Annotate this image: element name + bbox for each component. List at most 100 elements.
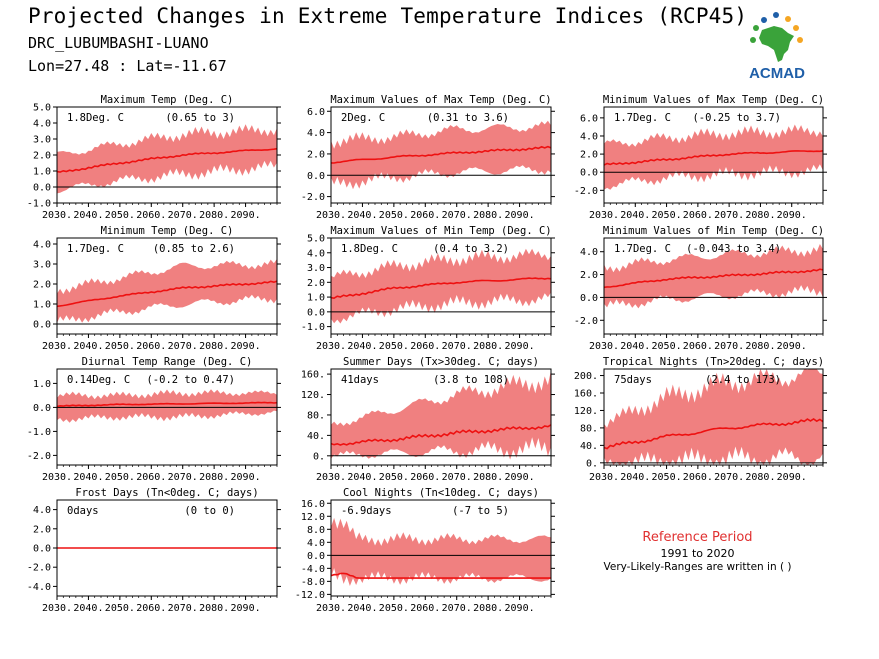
x-tick-label: 2050. <box>652 210 682 221</box>
x-tick-label: 2030. <box>42 341 72 352</box>
plot-frame <box>56 368 278 466</box>
x-tick-label: 2090. <box>505 472 535 483</box>
change-value: 75days <box>614 374 652 386</box>
panel-title: Frost Days (Tn<0deg. C; days) <box>75 487 258 499</box>
x-tick-label: 2070. <box>714 472 744 483</box>
x-tick-label: 2050. <box>105 472 135 483</box>
y-tick-label: -2.0 <box>574 186 598 197</box>
change-value: 1.7Deg. C <box>614 112 671 124</box>
y-tick-label: -2.0 <box>574 316 598 327</box>
panel-title: Maximum Values of Max Temp (Deg. C) <box>330 94 551 106</box>
x-tick-label: 2030. <box>42 210 72 221</box>
x-tick-label: 2070. <box>714 341 744 352</box>
x-tick-label: 2060. <box>410 472 440 483</box>
x-tick-label: 2050. <box>105 210 135 221</box>
change-value: 41days <box>341 374 379 386</box>
x-tick-label: 2060. <box>410 603 440 614</box>
x-tick-label: 2050. <box>105 341 135 352</box>
y-tick-label: -1.0 <box>301 322 325 333</box>
reference-period-years: 1991 to 2020 <box>660 547 735 560</box>
x-tick-label: 2080. <box>199 603 229 614</box>
x-tick-label: 2070. <box>442 603 472 614</box>
index-panel: 4.0 2.0 0.0 -2.0 -4.0 2030. 2040. 2050. 2060. 207… <box>27 487 281 614</box>
x-tick-label: 2030. <box>589 472 619 483</box>
y-tick-label: 40. <box>580 441 598 452</box>
x-tick-label: 2070. <box>442 341 472 352</box>
x-tick-label: 2030. <box>316 603 346 614</box>
range-band <box>331 120 551 190</box>
x-tick-label: 2050. <box>379 210 409 221</box>
y-tick-label: 4.0 <box>580 131 598 142</box>
panel-title: Maximum Temp (Deg. C) <box>101 94 234 106</box>
y-tick-label: 0.0 <box>580 293 598 304</box>
x-tick-label: 2040. <box>73 341 103 352</box>
y-tick-label: -8.0 <box>301 577 325 588</box>
panel-title: Minimum Values of Max Temp (Deg. C) <box>603 94 824 106</box>
y-tick-label: -12.0 <box>295 590 325 601</box>
x-tick-label: 2090. <box>777 210 807 221</box>
reference-legend: Reference Period 1991 to 2020 Very-Likel… <box>590 530 805 573</box>
likely-range: (2.4 to 173) <box>705 374 781 386</box>
y-tick-label: 2.0 <box>580 150 598 161</box>
y-tick-label: 80. <box>307 410 325 421</box>
y-tick-label: 2.0 <box>307 278 325 289</box>
likely-range: (-0.043 to 3.4) <box>686 243 781 255</box>
x-tick-label: 2080. <box>473 341 503 352</box>
index-panel: 6.0 4.0 2.0 0.0 -2.0 2030. 2040. 2050. 2060. 2070… <box>574 94 827 221</box>
x-tick-label: 2070. <box>714 210 744 221</box>
y-tick-label: 120. <box>574 406 598 417</box>
x-tick-label: 2060. <box>136 210 166 221</box>
x-tick-label: 2050. <box>652 472 682 483</box>
likely-range: (0 to 0) <box>184 505 235 517</box>
y-tick-label: 0.0 <box>33 183 51 194</box>
likely-range: (0.31 to 3.6) <box>427 112 509 124</box>
x-tick-label: 2040. <box>347 603 377 614</box>
y-tick-label: 0.0 <box>33 403 51 414</box>
panel-title: Minimum Values of Min Temp (Deg. C) <box>603 225 824 237</box>
x-tick-label: 2080. <box>473 472 503 483</box>
x-tick-label: 2070. <box>168 603 198 614</box>
y-tick-label: 0.0 <box>33 320 51 331</box>
median-line <box>56 280 278 308</box>
x-tick-label: 2090. <box>231 210 261 221</box>
x-tick-label: 2040. <box>620 341 650 352</box>
y-tick-label: 0.0 <box>307 307 325 318</box>
y-tick-label: 0.0 <box>580 168 598 179</box>
africa-map-icon <box>759 26 794 62</box>
x-tick-label: 2070. <box>168 472 198 483</box>
x-tick-label: 2070. <box>168 341 198 352</box>
y-tick-label: 8.0 <box>307 525 325 536</box>
median-line <box>56 401 278 408</box>
page-title: Projected Changes in Extreme Temperature… <box>28 4 748 28</box>
plot-frame <box>603 368 824 466</box>
x-tick-label: 2030. <box>589 341 619 352</box>
x-tick-label: 2080. <box>199 341 229 352</box>
median-line <box>603 418 824 450</box>
x-tick-label: 2080. <box>199 210 229 221</box>
x-tick-label: 2030. <box>589 210 619 221</box>
x-tick-label: 2040. <box>73 472 103 483</box>
range-band <box>57 389 277 423</box>
panel-title: Cool Nights (Tn<10deg. C; days) <box>343 487 539 499</box>
x-tick-label: 2030. <box>42 472 72 483</box>
x-tick-label: 2040. <box>347 210 377 221</box>
y-tick-label: -2.0 <box>27 451 51 462</box>
likely-range: (-0.25 to 3.7) <box>692 112 781 124</box>
y-tick-label: 160. <box>574 389 598 400</box>
y-tick-label: 0.0 <box>307 551 325 562</box>
y-tick-label: 0.0 <box>33 544 51 555</box>
plot-frame <box>603 237 824 335</box>
y-tick-label: 0. <box>313 451 325 462</box>
x-tick-label: 2050. <box>379 341 409 352</box>
index-panel: 6.0 4.0 2.0 0.0 -2.0 2030. 2040. 2050. 2060. 2070… <box>301 94 555 221</box>
y-tick-label: 4.0 <box>307 128 325 139</box>
x-tick-label: 2050. <box>652 341 682 352</box>
y-tick-label: 2.0 <box>33 280 51 291</box>
acmad-logo-text: ACMAD <box>749 65 805 82</box>
y-tick-label: 3.0 <box>33 135 51 146</box>
x-tick-label: 2030. <box>316 341 346 352</box>
plot-frame <box>330 237 552 335</box>
plot-frame <box>330 368 552 466</box>
median-line <box>330 145 552 164</box>
